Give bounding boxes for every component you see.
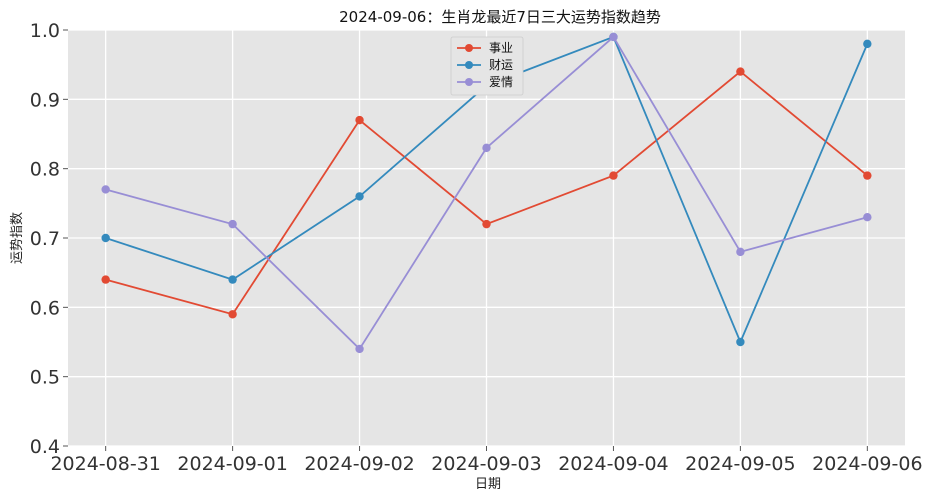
chart-title: 2024-09-06：生肖龙最近7日三大运势指数趋势	[339, 8, 661, 26]
data-point	[736, 67, 745, 76]
legend-swatch-marker	[465, 61, 473, 69]
axes: 2024-08-31 2024-09-01 2024-09-02 2024-09-03…	[30, 20, 923, 475]
data-point	[736, 247, 745, 257]
series-1	[101, 67, 872, 319]
data-point	[482, 219, 491, 229]
y-tick-label: 0.6	[30, 297, 60, 319]
data-point	[609, 171, 618, 180]
legend-swatch-marker	[465, 78, 473, 86]
y-tick-label: 0.8	[30, 159, 60, 181]
y-tick-label: 0.4	[30, 436, 60, 458]
x-tick-label: 2024-08-31	[50, 453, 160, 475]
data-point	[482, 143, 491, 153]
legend-label: 财运	[489, 58, 513, 72]
x-tick-label: 2024-09-01	[177, 453, 287, 475]
data-point	[228, 310, 237, 319]
x-tick-label: 2024-09-06	[812, 453, 922, 475]
data-point	[101, 233, 110, 243]
y-tick-label: 0.7	[30, 228, 60, 250]
data-point	[863, 213, 872, 222]
data-point	[355, 192, 364, 201]
x-tick-label: 2024-09-05	[685, 453, 795, 475]
data-point	[609, 32, 618, 42]
data-point	[863, 39, 872, 49]
x-tick-label: 2024-09-03	[431, 453, 541, 475]
y-axis-label: 运势指数	[9, 212, 25, 264]
series-3	[101, 32, 872, 354]
y-tick-label: 0.9	[30, 89, 60, 111]
data-point	[355, 344, 364, 354]
data-point	[355, 115, 364, 125]
gridlines	[68, 29, 905, 447]
data-point	[101, 275, 110, 284]
x-axis-label: 日期	[475, 477, 501, 492]
legend-swatch-marker	[465, 44, 473, 52]
x-tick-label: 2024-09-02	[304, 453, 414, 475]
y-tick-label: 0.5	[30, 367, 60, 389]
x-tick-label: 2024-09-04	[558, 453, 668, 475]
y-tick-label: 1.0	[30, 20, 60, 42]
legend-label: 爱情	[489, 75, 513, 89]
data-point	[863, 171, 872, 180]
data-point	[228, 275, 237, 284]
legend-label: 事业	[489, 41, 513, 55]
data-point	[228, 219, 237, 229]
data-point	[736, 337, 745, 347]
data-point	[101, 185, 110, 194]
